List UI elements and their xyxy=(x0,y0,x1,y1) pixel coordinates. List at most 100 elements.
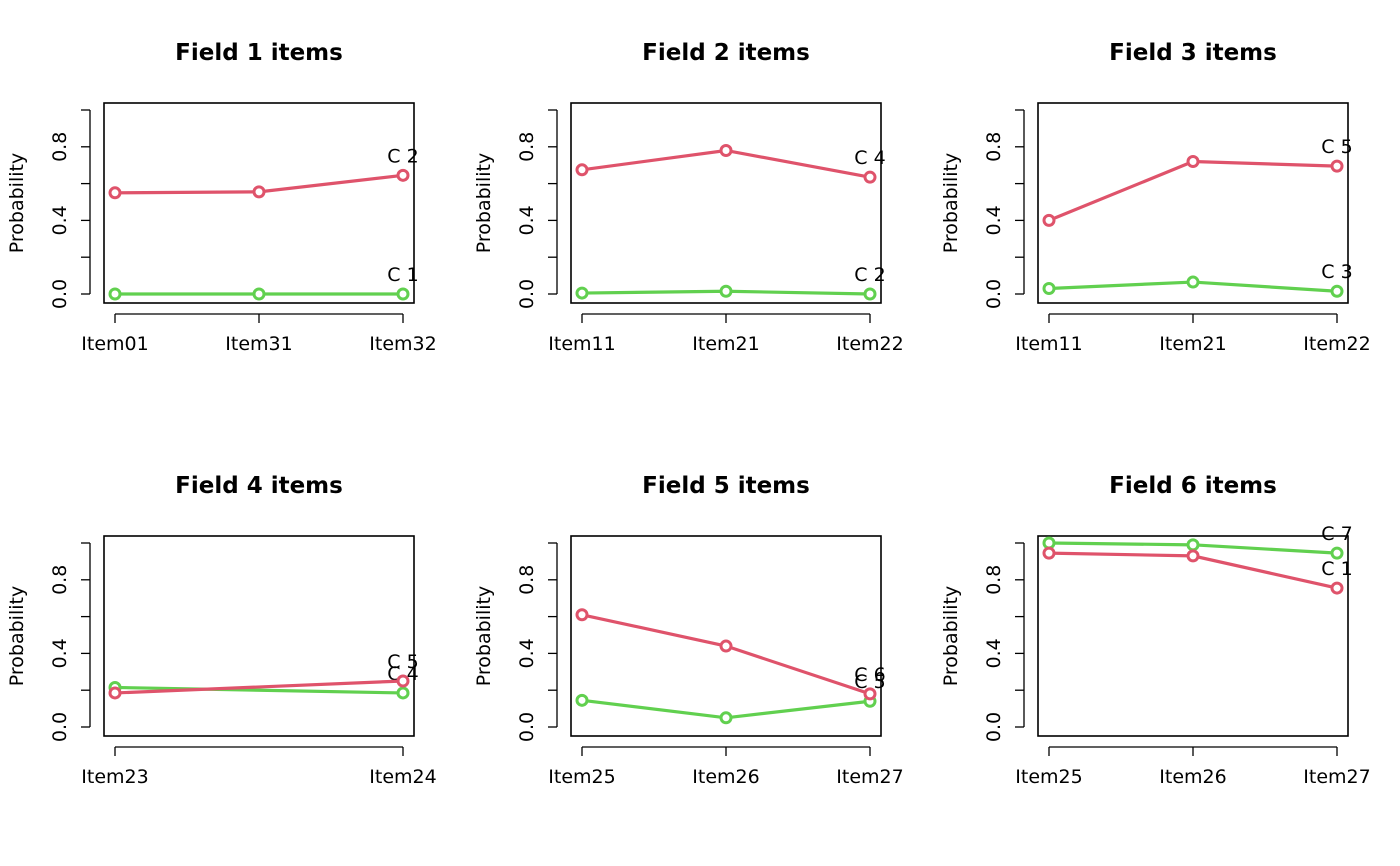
series-end-label: C 6 xyxy=(854,664,885,686)
data-point xyxy=(1042,281,1056,295)
data-point xyxy=(1042,213,1056,227)
data-point xyxy=(1330,284,1344,298)
y-tick-label: 0.4 xyxy=(983,638,1005,668)
x-tick-label: Item26 xyxy=(692,766,759,788)
series-end-label: C 4 xyxy=(854,147,885,169)
data-point xyxy=(1186,155,1200,169)
y-tick-label: 0.0 xyxy=(516,712,538,742)
data-point xyxy=(1330,546,1344,560)
x-tick-label: Item22 xyxy=(1303,333,1370,355)
x-tick-label: Item11 xyxy=(548,333,615,355)
data-point xyxy=(252,185,266,199)
series-line xyxy=(1048,159,1338,222)
x-tick-label: Item27 xyxy=(836,766,903,788)
plot-box xyxy=(570,535,882,737)
x-tick-label: Item23 xyxy=(81,766,148,788)
series-end-label: C 1 xyxy=(387,264,418,286)
data-point xyxy=(108,287,122,301)
panel-5: Field 5 items 0.0 0.4 0.8 Probability Item25 I… xyxy=(473,473,904,788)
x-tick-label: Item01 xyxy=(81,333,148,355)
series-end-label: C 4 xyxy=(387,663,418,685)
data-point xyxy=(396,287,410,301)
series-end-label: C 2 xyxy=(387,145,418,167)
panel-title: Field 2 items xyxy=(642,40,810,66)
y-tick-label: 0.0 xyxy=(49,712,71,742)
y-axis-label: Probability xyxy=(473,153,495,253)
data-point xyxy=(108,186,122,200)
y-tick-label: 0.0 xyxy=(983,712,1005,742)
y-tick-label: 0.8 xyxy=(49,132,71,162)
series-line xyxy=(114,679,404,695)
data-point xyxy=(396,686,410,700)
y-axis-label: Probability xyxy=(6,153,28,253)
panel-1: Field 1 items 0.0 0.4 0.8 Probability Item01 I… xyxy=(6,40,437,355)
data-point xyxy=(396,674,410,688)
y-tick-label: 0.0 xyxy=(516,279,538,309)
y-tick-label: 0.4 xyxy=(516,205,538,235)
y-tick-label: 0.8 xyxy=(49,565,71,595)
data-point xyxy=(1186,275,1200,289)
data-point xyxy=(396,168,410,182)
x-tick-label: Item22 xyxy=(836,333,903,355)
series-end-label: C 2 xyxy=(854,264,885,286)
y-tick-label: 0.8 xyxy=(983,132,1005,162)
data-point xyxy=(719,143,733,157)
y-tick-label: 0.4 xyxy=(516,638,538,668)
y-tick-label: 0.4 xyxy=(983,205,1005,235)
y-axis-label: Probability xyxy=(940,586,962,686)
x-tick-label: Item21 xyxy=(692,333,759,355)
data-point xyxy=(252,287,266,301)
data-point xyxy=(1186,549,1200,563)
panel-3: Field 3 items 0.0 0.4 0.8 Probability Item11 I… xyxy=(940,40,1371,355)
panel-6: Field 6 items 0.0 0.4 0.8 Probability Item25 I… xyxy=(940,473,1371,788)
data-point xyxy=(863,170,877,184)
y-axis-label: Probability xyxy=(473,586,495,686)
series-end-label: C 1 xyxy=(1321,558,1352,580)
x-tick-label: Item25 xyxy=(1015,766,1082,788)
y-tick-label: 0.8 xyxy=(516,132,538,162)
y-axis-label: Probability xyxy=(940,153,962,253)
x-tick-label: Item26 xyxy=(1159,766,1226,788)
plot-box xyxy=(1037,535,1349,737)
x-tick-label: Item25 xyxy=(548,766,615,788)
data-point xyxy=(863,287,877,301)
plot-box xyxy=(570,102,882,304)
data-point xyxy=(1186,538,1200,552)
y-tick-label: 0.4 xyxy=(49,638,71,668)
x-tick-label: Item11 xyxy=(1015,333,1082,355)
panel-2: Field 2 items 0.0 0.4 0.8 Probability Item11 I… xyxy=(473,40,904,355)
plot-box xyxy=(1037,102,1349,304)
series-end-label: C 3 xyxy=(1321,261,1352,283)
data-point xyxy=(575,163,589,177)
x-tick-label: Item21 xyxy=(1159,333,1226,355)
y-tick-label: 0.4 xyxy=(49,205,71,235)
data-point xyxy=(1330,159,1344,173)
y-tick-label: 0.8 xyxy=(516,565,538,595)
panel-title: Field 1 items xyxy=(175,40,343,66)
y-tick-label: 0.8 xyxy=(983,565,1005,595)
series-line xyxy=(114,685,404,695)
x-tick-label: Item24 xyxy=(369,766,436,788)
data-point xyxy=(108,686,122,700)
series-end-label: C 5 xyxy=(1321,136,1352,158)
series-line xyxy=(581,613,871,696)
y-tick-label: 0.0 xyxy=(49,279,71,309)
plot-box xyxy=(103,535,415,737)
data-point xyxy=(719,639,733,653)
panel-title: Field 5 items xyxy=(642,473,810,499)
x-tick-label: Item32 xyxy=(369,333,436,355)
data-point xyxy=(575,286,589,300)
data-point xyxy=(1042,546,1056,560)
data-point xyxy=(575,608,589,622)
data-point xyxy=(1330,581,1344,595)
x-tick-label: Item31 xyxy=(225,333,292,355)
y-tick-label: 0.0 xyxy=(983,279,1005,309)
series-end-label: C 7 xyxy=(1321,523,1352,545)
data-point xyxy=(575,693,589,707)
series-end-label: C 5 xyxy=(854,671,885,693)
data-point xyxy=(863,687,877,701)
panel-4: Field 4 items 0.0 0.4 0.8 Probability Item23 I… xyxy=(6,473,437,788)
x-tick-label: Item27 xyxy=(1303,766,1370,788)
panel-title: Field 6 items xyxy=(1109,473,1277,499)
